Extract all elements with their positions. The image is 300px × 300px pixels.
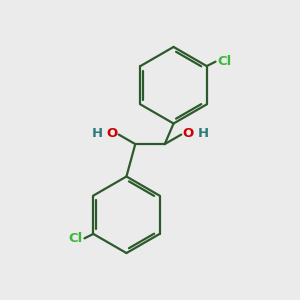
- Text: H: H: [197, 128, 208, 140]
- Text: O: O: [106, 128, 118, 140]
- Text: O: O: [182, 128, 194, 140]
- Text: Cl: Cl: [69, 232, 83, 245]
- Text: H: H: [92, 128, 103, 140]
- Text: Cl: Cl: [217, 55, 231, 68]
